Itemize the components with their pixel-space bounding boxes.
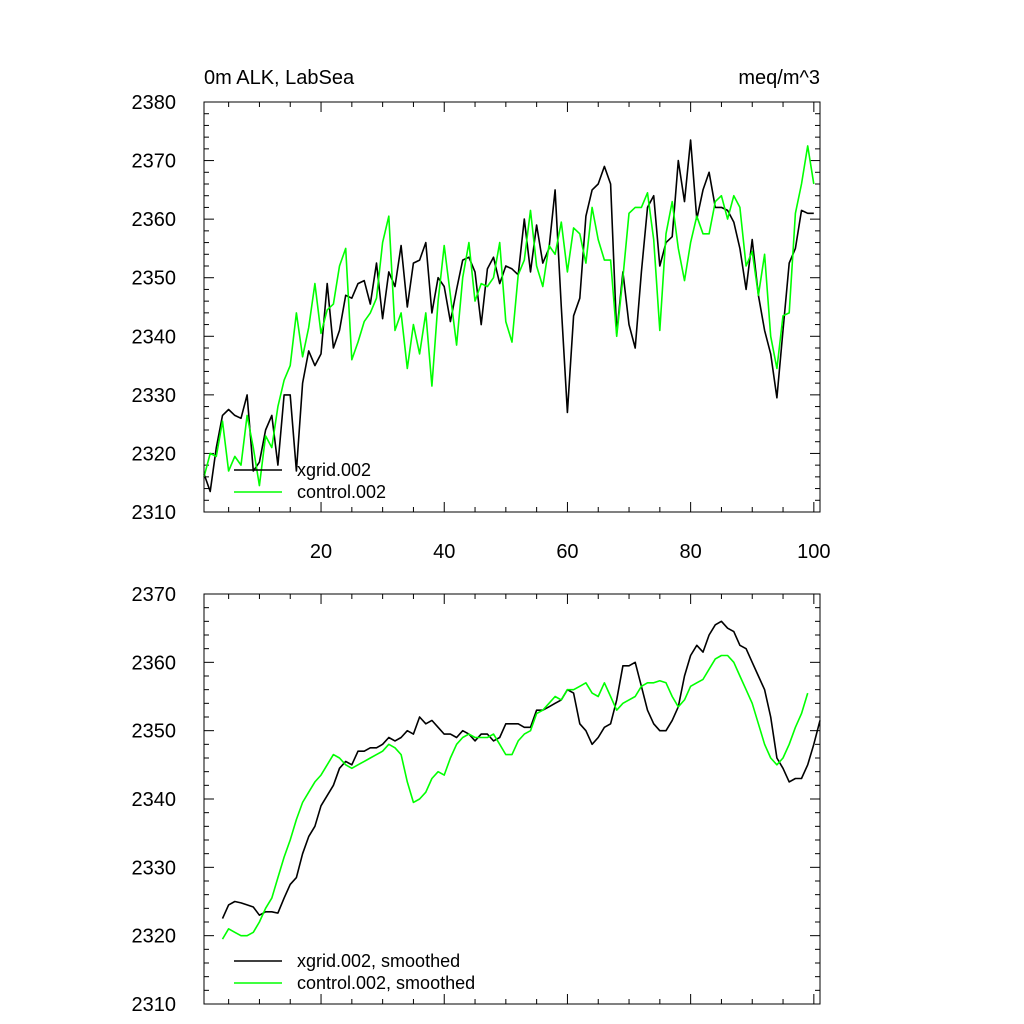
y-tick-label: 2350 bbox=[132, 268, 177, 290]
top-chart-legend: xgrid.002 control.002 bbox=[234, 460, 386, 502]
y-tick-label: 2330 bbox=[132, 857, 177, 879]
y-tick-label: 2370 bbox=[132, 151, 177, 173]
top-chart-title-right: meq/m^3 bbox=[738, 67, 820, 89]
top-chart-x-tick-labels: 20 40 60 80 100 bbox=[310, 541, 831, 563]
y-tick-label: 2320 bbox=[132, 443, 177, 465]
bottom-chart-legend: xgrid.002, smoothed control.002, smoothe… bbox=[234, 951, 475, 993]
y-tick-label: 2330 bbox=[132, 385, 177, 407]
y-tick-label: 2340 bbox=[132, 789, 177, 811]
top-chart-y-tick-labels: 2310 2320 2330 2340 2350 2360 2370 2380 bbox=[132, 92, 177, 524]
legend-label-xgrid: xgrid.002 bbox=[297, 460, 371, 480]
bottom-chart-series bbox=[221, 620, 821, 940]
legend-label-control: control.002 bbox=[297, 482, 386, 502]
x-tick-label: 60 bbox=[556, 541, 578, 563]
top-chart-ticks bbox=[204, 101, 820, 513]
top-chart-panel: 0m ALK, LabSea meq/m^3 23102320233023402… bbox=[132, 67, 831, 563]
x-tick-label: 40 bbox=[433, 541, 455, 563]
y-tick-label: 2310 bbox=[132, 994, 177, 1016]
top-chart-frame bbox=[203, 101, 821, 513]
y-tick-label: 2370 bbox=[132, 584, 177, 606]
y-tick-label: 2350 bbox=[132, 721, 177, 743]
y-tick-label: 2320 bbox=[132, 926, 177, 948]
legend-label-control-smoothed: control.002, smoothed bbox=[297, 973, 475, 993]
series-line-control-002-smoothed bbox=[221, 654, 809, 940]
top-chart-series bbox=[203, 139, 815, 493]
x-tick-label: 80 bbox=[680, 541, 702, 563]
series-line-xgrid-002 bbox=[203, 139, 814, 493]
y-tick-label: 2310 bbox=[132, 502, 177, 524]
y-tick-label: 2380 bbox=[132, 92, 177, 114]
x-tick-label: 100 bbox=[797, 541, 830, 563]
series-line-control-002 bbox=[203, 145, 815, 487]
legend-label-xgrid-smoothed: xgrid.002, smoothed bbox=[297, 951, 460, 971]
top-chart-title-left: 0m ALK, LabSea bbox=[204, 67, 355, 89]
bottom-chart-frame bbox=[203, 593, 821, 1005]
bottom-chart-y-tick-labels: 2310 2320 2330 2340 2350 2360 2370 bbox=[132, 584, 177, 1016]
x-tick-label: 20 bbox=[310, 541, 332, 563]
bottom-chart-panel: 2310 2320 2330 2340 2350 2360 2370 xgrid.002, … bbox=[132, 584, 821, 1016]
y-tick-label: 2360 bbox=[132, 652, 177, 674]
y-tick-label: 2340 bbox=[132, 326, 177, 348]
series-line-xgrid-002-smoothed bbox=[221, 620, 821, 919]
y-tick-label: 2360 bbox=[132, 209, 177, 231]
